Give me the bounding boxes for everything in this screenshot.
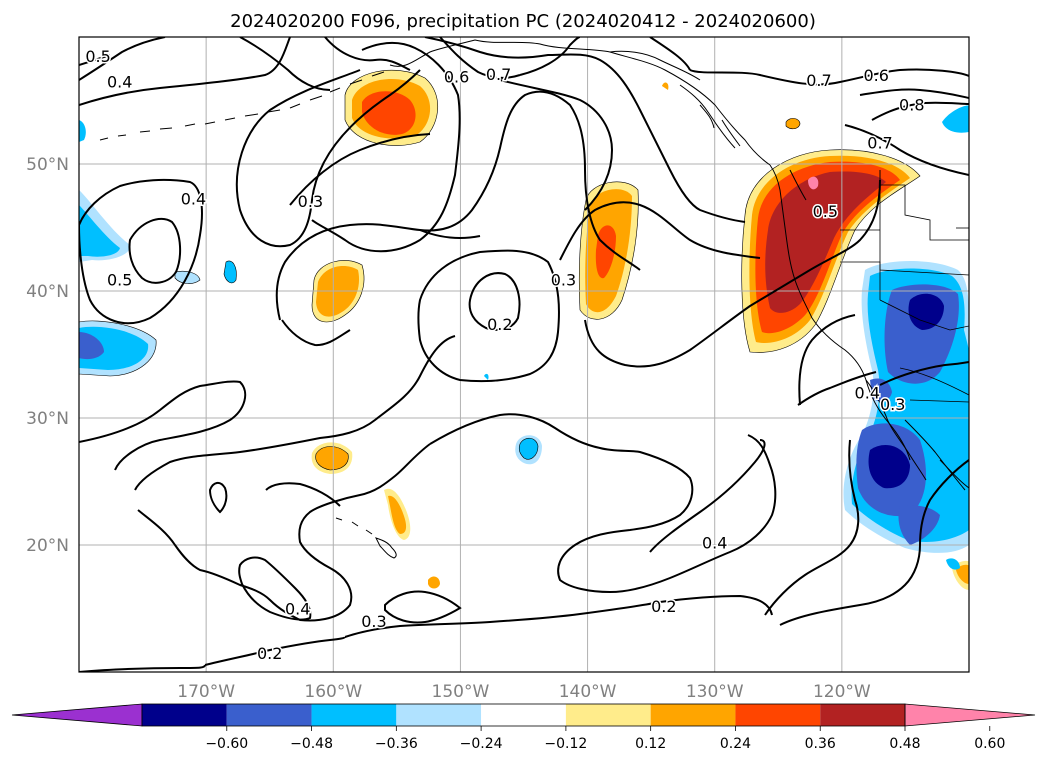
contour-label: 0.8 <box>899 95 924 114</box>
contour-label: 0.5 <box>85 47 110 66</box>
anomaly-positive <box>428 576 440 589</box>
colorbar-tick-label: −0.48 <box>290 736 333 752</box>
map-title: 2024020200 F096, precipitation PC (20240… <box>230 11 816 32</box>
colorbar-bin <box>650 704 736 726</box>
longitude-label: 160°W <box>304 682 362 702</box>
colorbar-bin <box>735 704 821 726</box>
anomaly-negative <box>868 445 910 489</box>
colorbar-bin <box>311 704 397 726</box>
anomaly-negative <box>79 332 104 360</box>
anomaly-negative <box>898 505 940 545</box>
contour-label: 0.4 <box>181 189 206 208</box>
contour-label: 0.3 <box>551 271 576 290</box>
colorbar-extend-high <box>904 703 1036 727</box>
anomaly-positive <box>595 225 616 279</box>
contour-label: 0.7 <box>486 65 511 84</box>
map-background <box>79 37 969 672</box>
latitude-label: 50°N <box>26 155 69 175</box>
contour-lines <box>79 37 969 672</box>
colorbar-bin <box>565 704 651 726</box>
contour-label: 0.4 <box>855 384 880 403</box>
colorbar-tick-label: −0.36 <box>375 736 418 752</box>
contour-label: 0.6 <box>863 66 888 85</box>
map-panel: 0.50.4 0.6 0.7 0.7 0.60.80.70.4 0.30.50.5 0.30… <box>26 36 970 702</box>
anomaly-negative <box>79 120 86 142</box>
contour-label: 0.7 <box>867 133 892 152</box>
anomaly-negative <box>79 205 120 257</box>
longitude-label: 140°W <box>559 682 617 702</box>
colorbar-tick-label: 0.48 <box>889 736 920 752</box>
contour-label: 0.3 <box>298 192 323 211</box>
contour-label: 0.2 <box>651 597 676 616</box>
contour-label: 0.7 <box>806 71 831 90</box>
longitude-label: 120°W <box>813 682 871 702</box>
anomaly-negative <box>223 260 237 284</box>
contour-label: 0.3 <box>361 612 386 631</box>
anomaly-negative <box>942 105 969 133</box>
latitude-label: 30°N <box>26 409 69 429</box>
longitude-label: 170°W <box>177 682 235 702</box>
colorbar-bin <box>226 704 312 726</box>
longitude-label: 150°W <box>432 682 490 702</box>
contour-label: 0.2 <box>487 315 512 334</box>
contour-label: 0.2 <box>257 644 282 663</box>
contour-label: 0.4 <box>702 533 727 552</box>
colorbar-tick-label: 0.60 <box>974 736 1005 752</box>
colorbar: −0.60 −0.48 −0.36 −0.24 −0.12 0.12 0.24 0.36 0.4… <box>11 703 1036 752</box>
latitude-label: 20°N <box>26 536 69 556</box>
colorbar-frame <box>141 703 906 727</box>
graticule <box>79 37 969 672</box>
colorbar-bin <box>481 704 566 726</box>
anomaly-negative <box>946 558 960 570</box>
anomaly-negative <box>79 326 149 370</box>
longitude-labels: 170°W 160°W 150°W 140°W 130°W 120°W <box>177 682 871 702</box>
colorbar-tick-label: 0.24 <box>720 736 751 752</box>
colorbar-tick-label: −0.12 <box>544 736 587 752</box>
anomaly-negative <box>908 293 944 330</box>
anomaly-negative <box>870 378 892 402</box>
contour-label: 0.4 <box>285 600 310 619</box>
shaded-anomaly-field <box>79 69 969 590</box>
colorbar-bin <box>142 704 227 726</box>
contour-label: 0.3 <box>880 395 905 414</box>
anomaly-positive <box>315 446 349 471</box>
anomaly-positive <box>662 82 669 90</box>
colorbar-bin <box>396 704 482 726</box>
anomaly-negative <box>518 437 539 460</box>
longitude-label: 130°W <box>686 682 744 702</box>
anomaly-positive <box>956 564 969 584</box>
coastlines <box>99 39 969 559</box>
anomaly-positive <box>362 91 416 135</box>
map-frame <box>78 36 970 673</box>
contour-label: 0.4 <box>107 72 132 91</box>
anomaly-positive <box>765 171 886 313</box>
colorbar-bin <box>820 704 905 726</box>
colorbar-tick-label: −0.60 <box>205 736 248 752</box>
contour-labels: 0.50.4 0.6 0.7 0.7 0.60.80.70.4 0.30.50.5 0.30… <box>84 46 926 665</box>
colorbar-tick-label: 0.36 <box>805 736 836 752</box>
contour-label: 0.5 <box>813 202 838 221</box>
latitude-label: 40°N <box>26 282 69 302</box>
contour-label: 0.6 <box>444 67 469 86</box>
contour-label: 0.5 <box>107 271 132 290</box>
anomaly-positive <box>785 118 801 130</box>
anomaly-positive <box>808 176 819 190</box>
anomaly-positive <box>388 495 407 534</box>
anomaly-negative <box>484 373 489 380</box>
latitude-labels: 50°N 40°N 30°N 20°N <box>26 155 69 556</box>
colorbar-extend-low <box>11 703 143 727</box>
colorbar-tick-label: 0.12 <box>635 736 666 752</box>
colorbar-tick-label: −0.24 <box>460 736 503 752</box>
